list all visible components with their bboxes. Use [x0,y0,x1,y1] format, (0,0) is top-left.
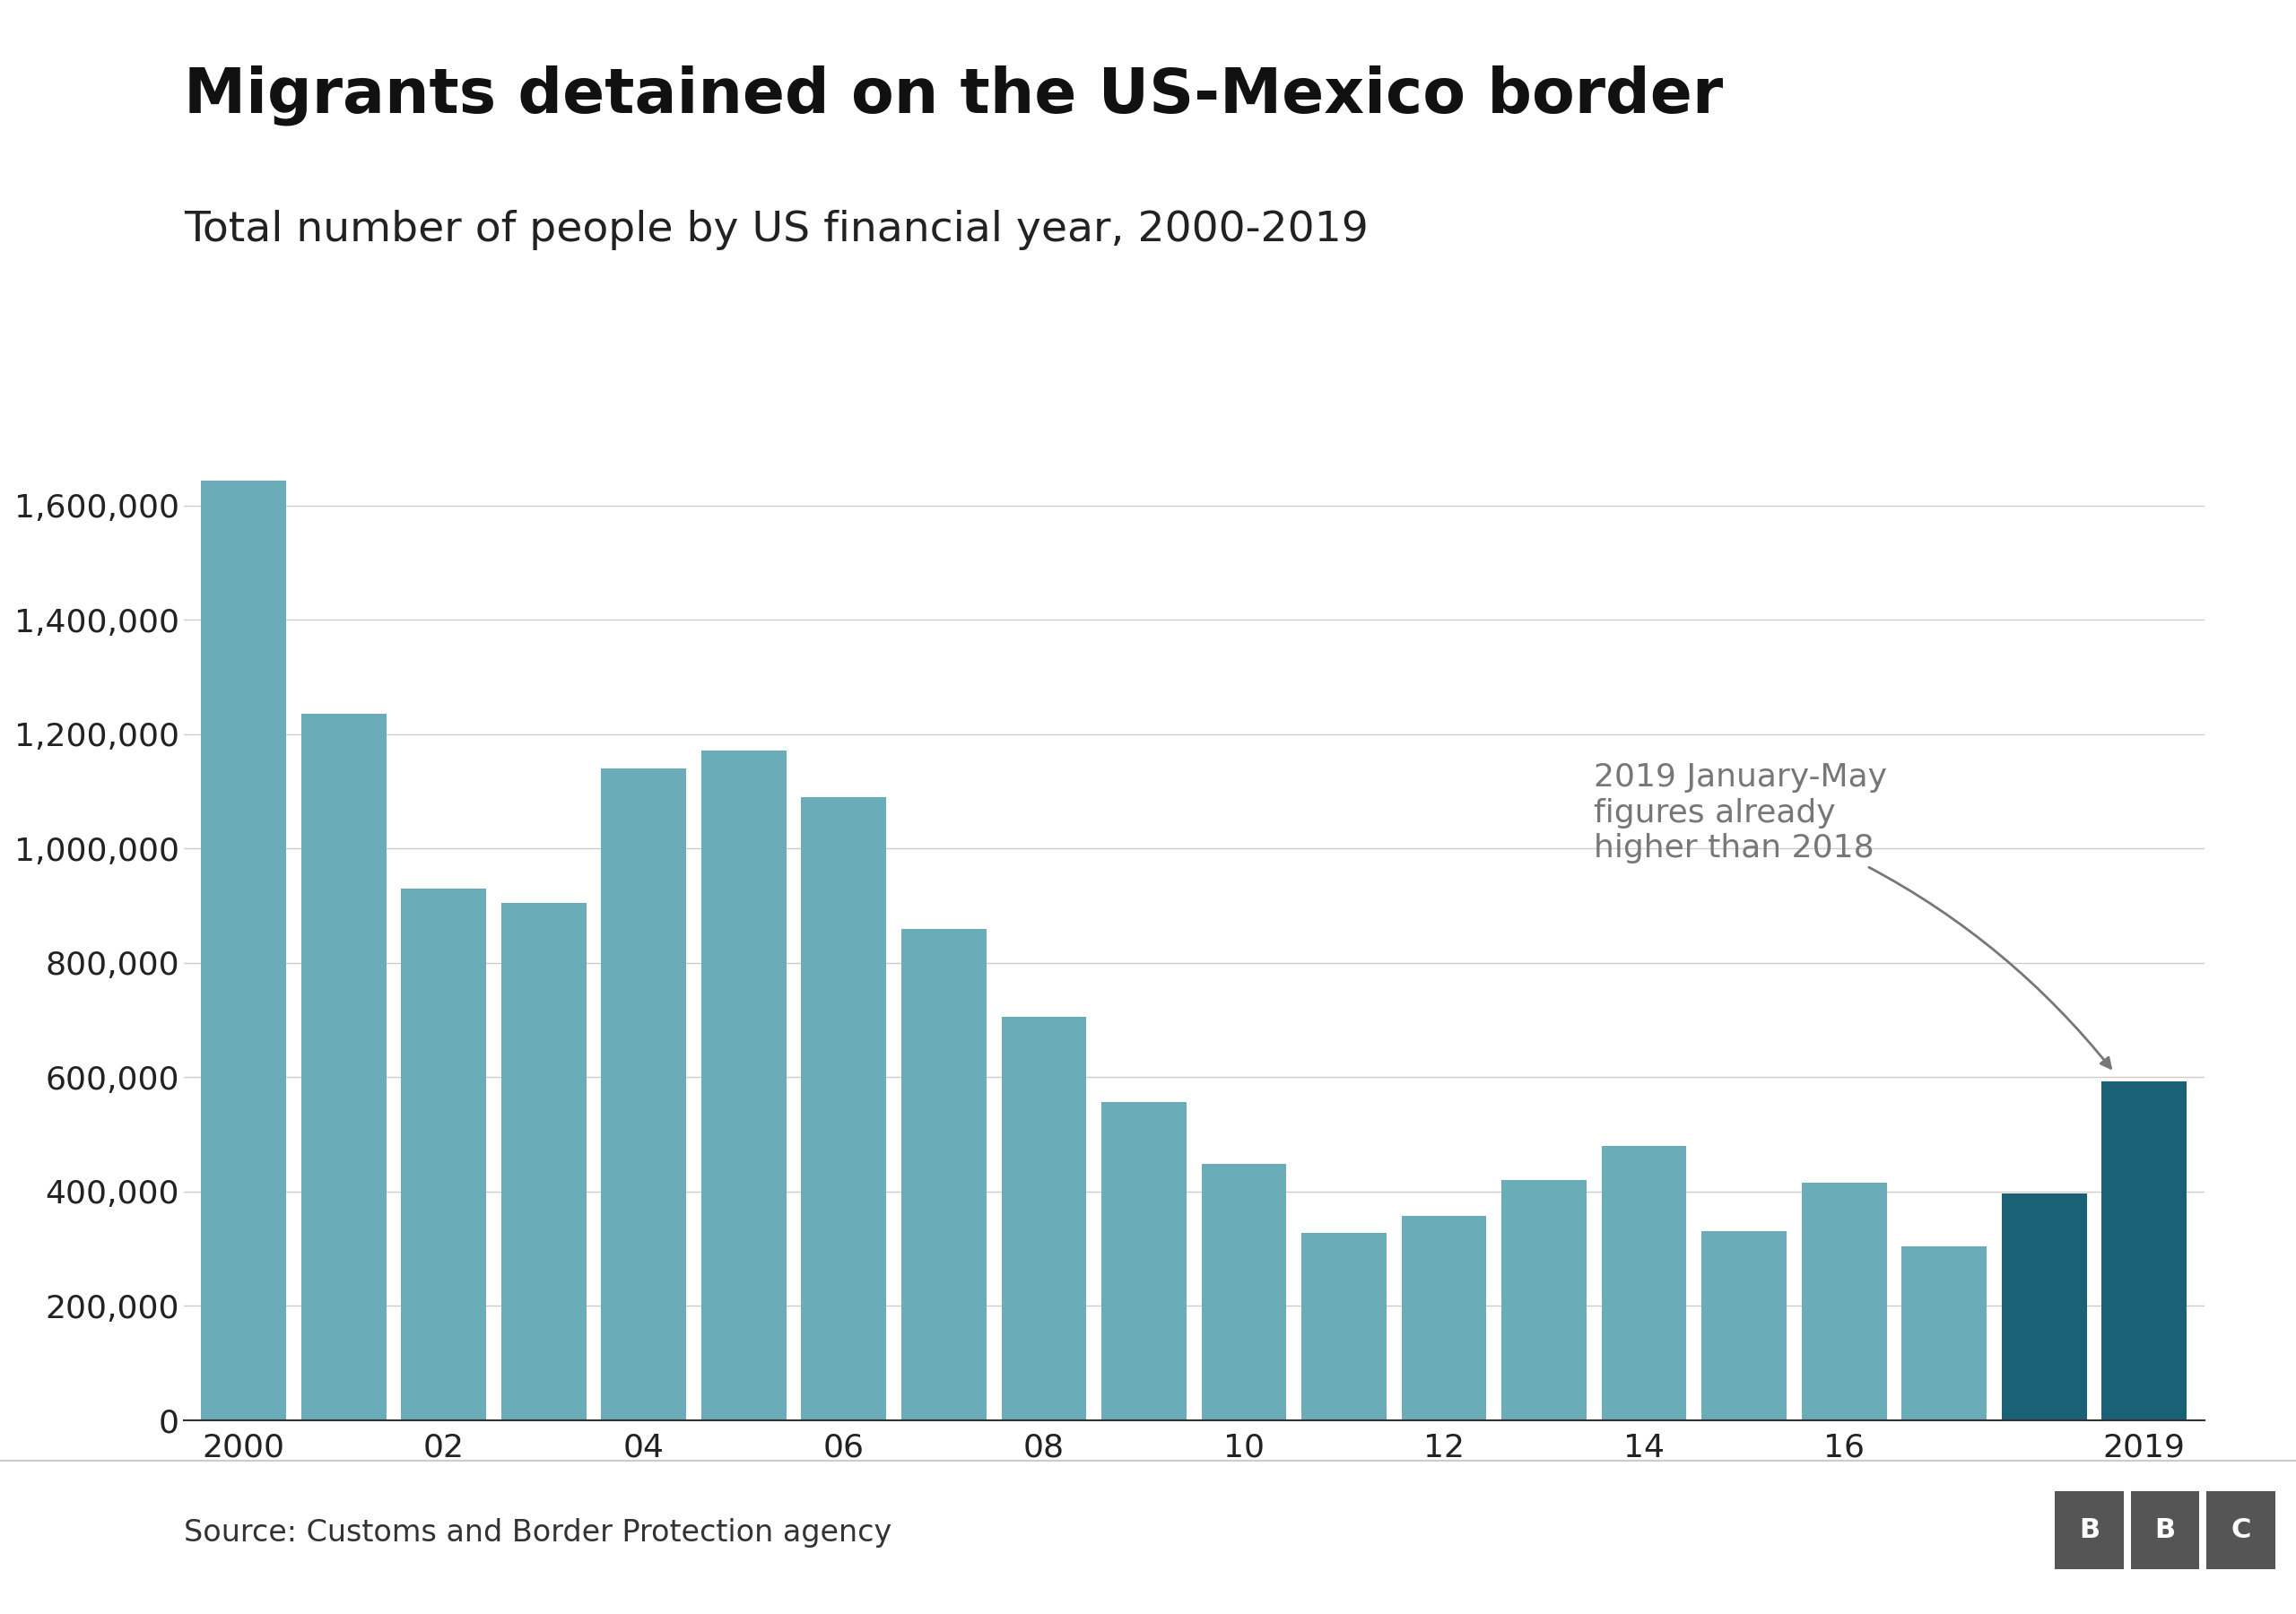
Bar [801,797,886,1420]
Text: Migrants detained on the US-Mexico border: Migrants detained on the US-Mexico borde… [184,65,1722,126]
Text: Source: Customs and Border Protection agency: Source: Customs and Border Protection ag… [184,1519,891,1548]
Bar [1201,1164,1286,1420]
Text: B: B [2078,1517,2101,1543]
Text: C: C [2232,1517,2250,1543]
Bar [902,930,987,1420]
Bar [1802,1183,1887,1420]
Bar [2002,1193,2087,1420]
Text: B: B [2154,1517,2177,1543]
Text: Total number of people by US financial year, 2000-2019: Total number of people by US financial y… [184,210,1368,250]
Bar [202,481,287,1420]
Bar [1302,1233,1387,1420]
Bar [402,889,487,1420]
Bar [1901,1246,1986,1420]
Bar [1401,1215,1486,1420]
Bar [1603,1146,1688,1420]
Bar [1502,1180,1587,1420]
Bar [1701,1231,1786,1420]
Text: 2019 January-May
figures already
higher than 2018: 2019 January-May figures already higher … [1593,762,2110,1068]
Bar [301,713,386,1420]
Bar [602,768,687,1420]
Bar [1102,1102,1187,1420]
Bar [700,751,785,1420]
Bar [501,902,585,1420]
Bar [1001,1017,1086,1420]
Bar [2101,1081,2186,1420]
